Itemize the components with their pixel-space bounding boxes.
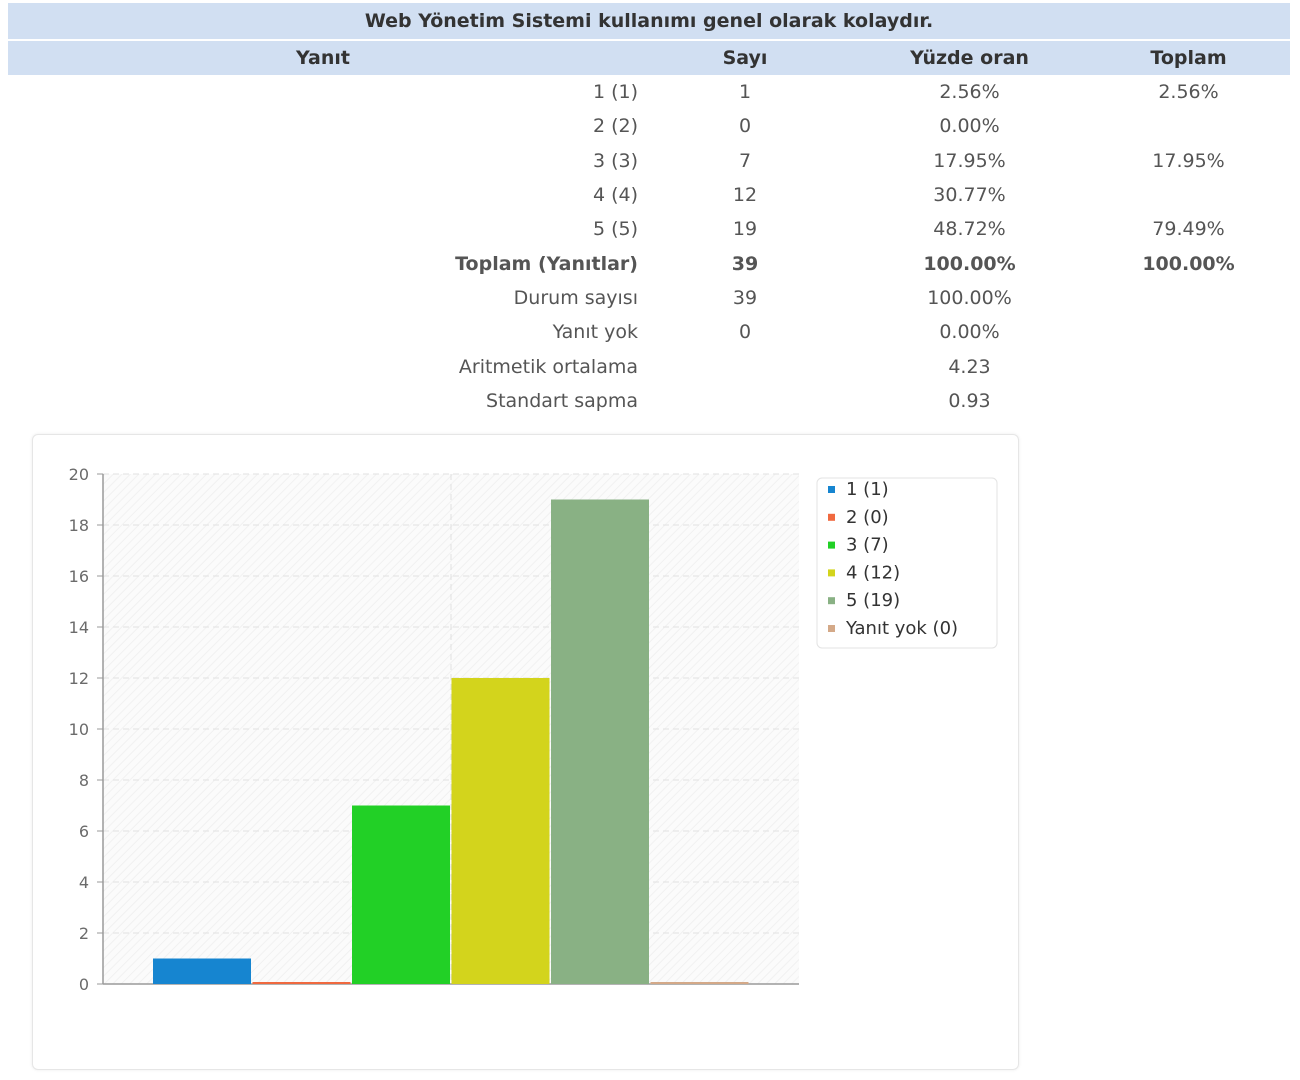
- y-tick-label: 4: [79, 873, 89, 892]
- bar-chart: 0 2 4 6 8 10 12 14 16 18 20 1 (1) 2 (0) 3 (7) 4 (12) 5…: [69, 465, 998, 994]
- row-count: [638, 384, 852, 418]
- chart-panel: 0 2 4 6 8 10 12 14 16 18 20 1 (1) 2 (0) 3 (7) 4 (12) 5…: [32, 434, 1019, 1070]
- table-row: 2 (2) 0 0.00%: [8, 109, 1290, 143]
- row-label: 1 (1): [592, 81, 638, 104]
- statistics-table: Web Yönetim Sistemi kullanımı genel olar…: [8, 3, 1291, 418]
- y-tick-label: 0: [79, 975, 89, 994]
- legend-swatch: [828, 513, 835, 521]
- y-tick-label: 8: [79, 771, 89, 790]
- header-count: Sayı: [638, 40, 852, 75]
- legend-label: 3 (7): [846, 535, 889, 556]
- table-row: Aritmetik ortalama 4.23: [8, 349, 1290, 383]
- row-total: 2.56%: [1158, 81, 1219, 104]
- bar-3: [352, 805, 450, 984]
- row-count: 39: [731, 252, 759, 275]
- row-percent: 100.00%: [927, 286, 1012, 309]
- legend-box: [816, 477, 998, 649]
- table-row: Durum sayısı 39 100.00%: [8, 281, 1290, 315]
- row-count: 39: [732, 286, 758, 309]
- bar-1: [153, 958, 251, 984]
- row-total: [1087, 281, 1290, 315]
- statistics-body: 1 (1) 1 2.56% 2.56% 2 (2) 0 0.00% 3 (3) 7 17.95% 1…: [8, 75, 1290, 418]
- y-tick-label: 14: [69, 618, 89, 637]
- row-total: 17.95%: [1152, 149, 1225, 172]
- row-label: Yanıt yok: [552, 321, 638, 344]
- bars: [153, 499, 749, 984]
- row-total: 79.49%: [1152, 218, 1225, 241]
- row-count: 0: [738, 321, 752, 344]
- row-count: 7: [738, 149, 752, 172]
- legend-swatch: [828, 486, 835, 493]
- y-tick-label: 12: [69, 669, 89, 688]
- bar-6: [650, 982, 749, 984]
- row-label: Aritmetik ortalama: [458, 355, 638, 378]
- row-total: [1087, 109, 1290, 143]
- y-tick-label: 6: [79, 822, 89, 841]
- legend-label: 4 (12): [846, 562, 900, 583]
- legend-label: 2 (0): [846, 507, 889, 528]
- row-percent: 4.23: [948, 355, 991, 378]
- row-total: [1087, 178, 1290, 212]
- y-tick-label: 10: [69, 720, 89, 739]
- row-count: [638, 349, 852, 383]
- bar-4: [451, 678, 550, 984]
- row-percent: 100.00%: [923, 252, 1016, 275]
- row-percent: 48.72%: [933, 218, 1006, 241]
- y-tick-labels: 0 2 4 6 8 10 12 14 16 18 20: [69, 465, 89, 994]
- bar-5: [551, 499, 649, 984]
- row-count: 0: [738, 115, 752, 138]
- legend-label: 1 (1): [846, 479, 889, 500]
- header-total: Toplam: [1087, 40, 1291, 75]
- row-percent: 2.56%: [939, 81, 1000, 104]
- y-tick-label: 18: [69, 516, 89, 535]
- legend-label: 5 (19): [846, 590, 900, 611]
- row-percent: 17.95%: [933, 149, 1006, 172]
- legend-label: Yanıt yok (0): [845, 618, 958, 639]
- row-label: 4 (4): [592, 184, 638, 207]
- row-percent: 0.00%: [939, 321, 1000, 344]
- legend-swatch: [828, 569, 835, 577]
- legend-swatch: [828, 541, 835, 549]
- grid-lines: [97, 473, 799, 985]
- row-total: [1087, 315, 1290, 349]
- row-count: 12: [732, 184, 758, 207]
- legend-swatch: [828, 597, 835, 605]
- table-row: Yanıt yok 0 0.00%: [8, 315, 1290, 349]
- table-row: Toplam (Yanıtlar) 39 100.00% 100.00%: [8, 246, 1290, 280]
- row-label: 2 (2): [592, 115, 638, 138]
- row-count: 19: [732, 218, 758, 241]
- y-tick-label: 16: [69, 567, 89, 586]
- row-percent: 0.93: [948, 389, 991, 412]
- row-label: 5 (5): [592, 218, 638, 241]
- table-row: Standart sapma 0.93: [8, 384, 1290, 418]
- header-percent: Yüzde oran: [852, 40, 1087, 75]
- row-label: Toplam (Yanıtlar): [455, 252, 638, 275]
- header-answer: Yanıt: [8, 40, 638, 75]
- row-count: 1: [738, 81, 752, 104]
- table-row: 5 (5) 19 48.72% 79.49%: [8, 212, 1290, 246]
- legend: 1 (1) 2 (0) 3 (7) 4 (12) 5 (19) Yanıt yok (0): [816, 477, 998, 649]
- row-total: [1087, 349, 1290, 383]
- row-total: [1087, 384, 1290, 418]
- table-row: 4 (4) 12 30.77%: [8, 178, 1290, 212]
- legend-swatch: [828, 625, 835, 632]
- row-label: Standart sapma: [486, 389, 638, 412]
- question-title: Web Yönetim Sistemi kullanımı genel olar…: [8, 3, 1291, 41]
- row-total: 100.00%: [1142, 252, 1235, 275]
- y-tick-label: 2: [79, 924, 89, 943]
- row-label: 3 (3): [592, 149, 638, 172]
- row-label: Durum sayısı: [513, 286, 638, 309]
- row-percent: 0.00%: [939, 115, 1000, 138]
- bar-2: [252, 982, 351, 984]
- y-tick-label: 20: [69, 465, 89, 484]
- row-percent: 30.77%: [933, 184, 1006, 207]
- table-row: 3 (3) 7 17.95% 17.95%: [8, 144, 1290, 178]
- table-row: 1 (1) 1 2.56% 2.56%: [8, 75, 1290, 109]
